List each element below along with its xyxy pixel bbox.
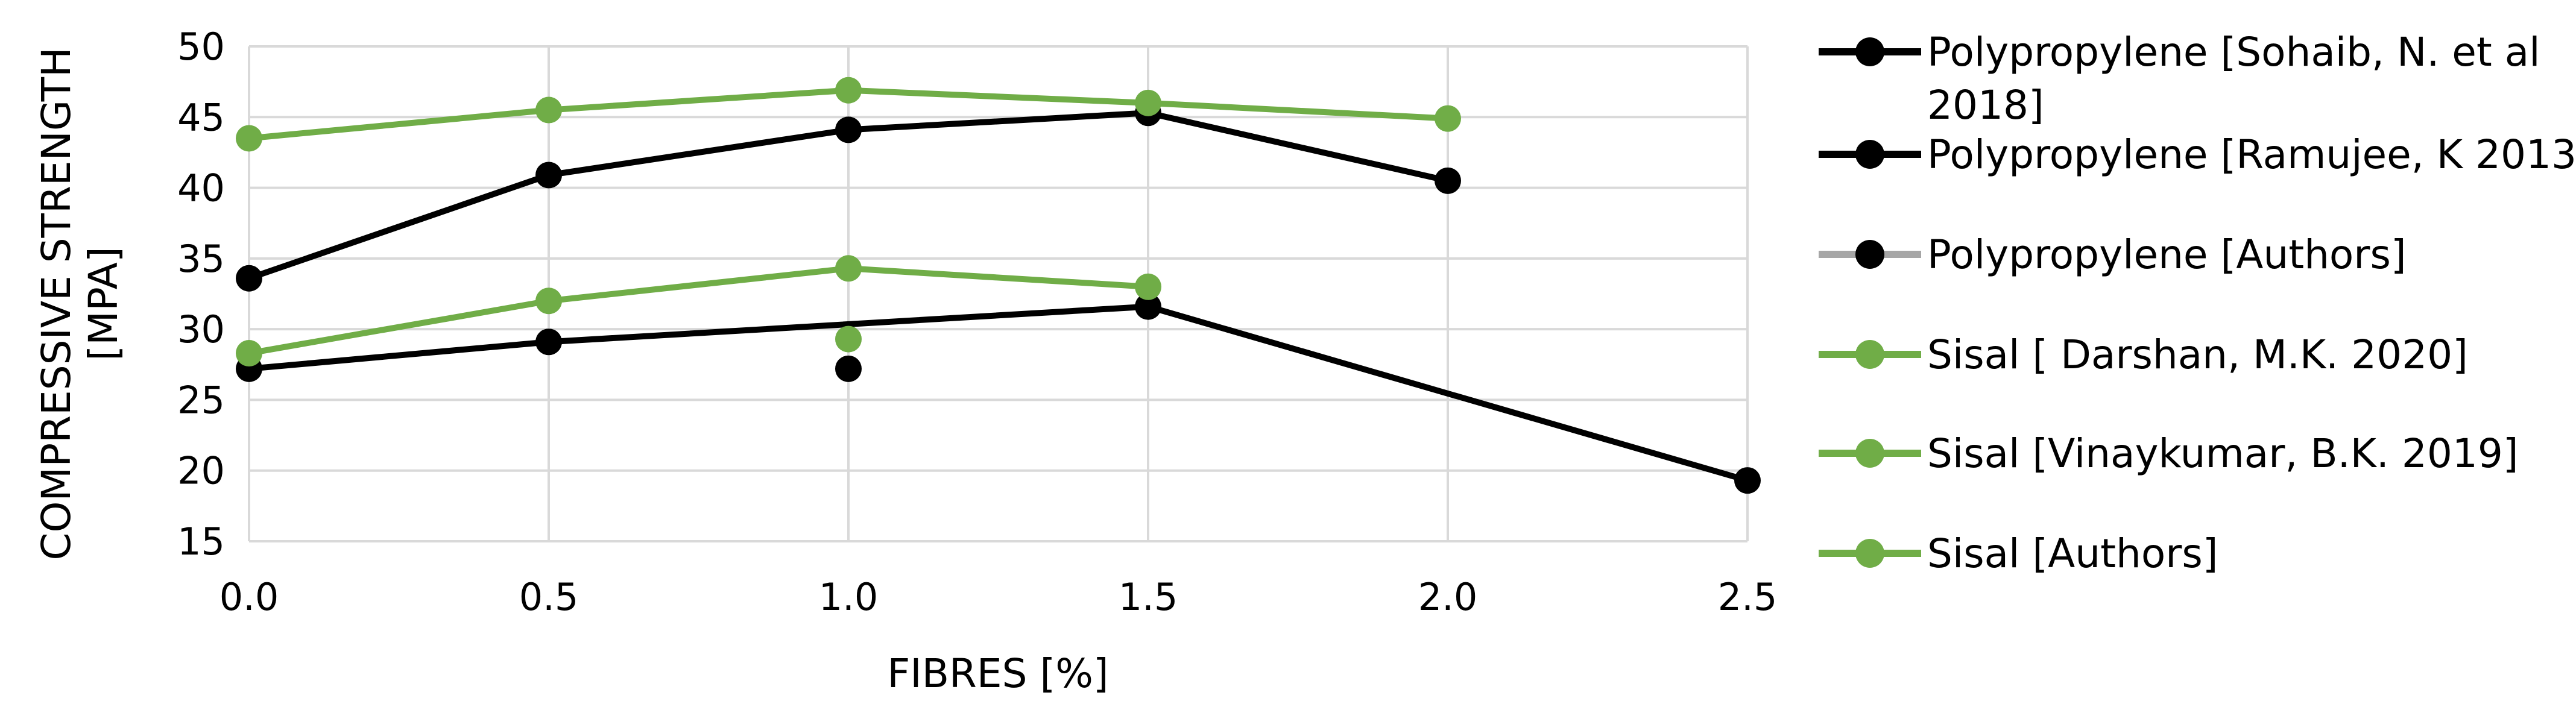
data-point [835,77,862,104]
series-line [248,303,1749,483]
y-axis-title-line-2: [MPA] [80,247,127,360]
legend-item: Polypropylene [Ramujee, K 2013] [1819,131,2576,178]
legend-item: Polypropylene [Authors] [1819,231,2407,278]
x-axis-ticks: 0.0 0.5 1.0 1.5 2.0 2.5 [219,575,1778,619]
legend-label: Polypropylene [Ramujee, K 2013] [1927,131,2576,178]
y-tick-label: 40 [177,166,225,210]
data-point [535,96,562,124]
legend-label: Polypropylene [Authors] [1927,231,2407,278]
data-point [236,125,262,152]
x-tick-label: 2.0 [1418,575,1478,619]
y-tick-label: 25 [177,378,225,422]
data-point [236,265,262,292]
series-4 [236,77,1461,152]
y-tick-label: 15 [177,520,225,564]
y-tick-label: 45 [177,95,225,139]
data-point [236,340,262,367]
data-point [1435,105,1461,132]
data-point [1435,167,1461,194]
series-5 [236,255,1161,367]
y-axis-title-line-1: COMPRESSIVE STRENGTH [33,47,80,560]
y-tick-label: 35 [177,237,225,281]
legend-item: Sisal [Vinaykumar, B.K. 2019] [1819,430,2519,477]
y-axis-title: COMPRESSIVE STRENGTH [MPA] [33,47,127,560]
data-point [1135,293,1161,320]
legend-label: 2018] [1927,82,2044,128]
series-6 [835,325,862,353]
data-point [1135,273,1161,300]
legend-label: Polypropylene [Sohaib, N. et al [1927,29,2540,75]
legend-item: Sisal [Authors] [1819,530,2218,577]
data-point [535,288,562,315]
legend-swatch-marker [1855,539,1884,568]
data-point [835,255,862,282]
data-point [535,162,562,189]
legend-swatch-marker [1855,37,1884,66]
x-tick-label: 0.0 [219,575,279,619]
x-axis-title: FIBRES [%] [887,650,1108,697]
x-tick-label: 0.5 [519,575,579,619]
data-point [835,116,862,143]
legend-swatch-marker [1855,340,1884,369]
y-axis-ticks: 15 20 25 30 35 40 45 50 [177,25,225,564]
y-tick-label: 50 [177,25,225,69]
y-tick-label: 20 [177,449,225,493]
legend-swatch-marker [1855,240,1884,269]
legend: Polypropylene [Sohaib, N. et al2018]Poly… [1819,29,2576,577]
data-point [535,328,562,356]
data-point [835,325,862,353]
data-point [1135,89,1161,116]
series-3 [835,355,862,382]
legend-label: Sisal [Authors] [1927,530,2218,577]
legend-label: Sisal [ Darshan, M.K. 2020] [1927,332,2468,378]
legend-swatch-marker [1855,439,1884,468]
series-layer [236,77,1761,494]
legend-item: Sisal [ Darshan, M.K. 2020] [1819,332,2468,378]
legend-item: Polypropylene [Sohaib, N. et al 2018] [1819,29,2540,128]
data-point [835,355,862,382]
series-2 [236,293,1761,494]
series-line [248,265,1149,356]
data-point [1734,467,1761,494]
x-tick-label: 1.0 [819,575,879,619]
y-tick-label: 30 [177,307,225,351]
x-tick-label: 2.5 [1718,575,1778,619]
x-tick-label: 1.5 [1119,575,1178,619]
legend-swatch-marker [1855,140,1884,169]
legend-label: Sisal [Vinaykumar, B.K. 2019] [1927,430,2519,477]
